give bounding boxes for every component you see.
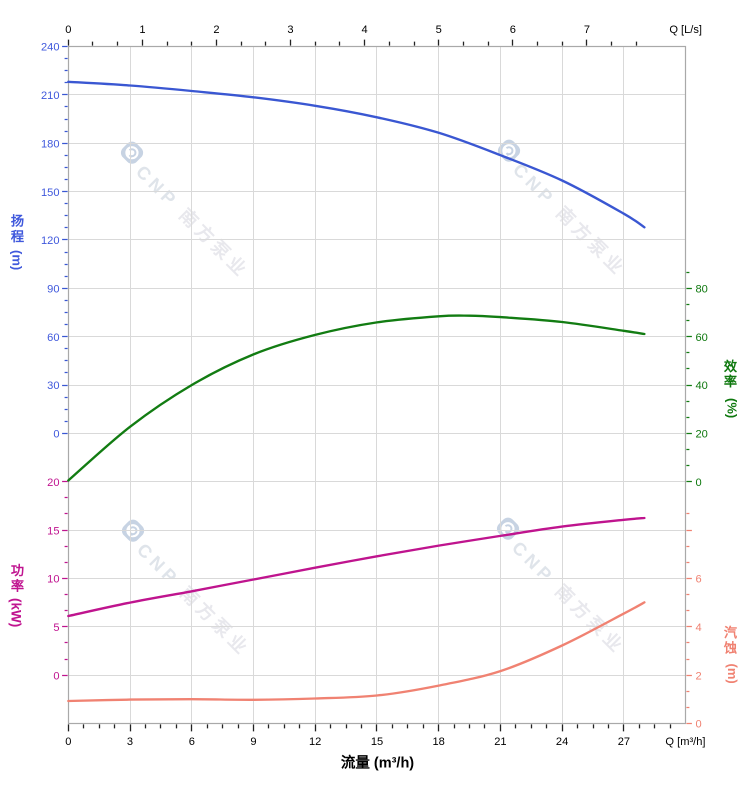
svg-text:扬: 扬 [11,212,24,228]
svg-text:蚀: 蚀 [723,639,737,655]
svg-text:效: 效 [724,358,738,374]
svg-text:Q [L/s]: Q [L/s] [669,24,702,36]
svg-text:率: 率 [724,373,737,389]
svg-text:汽: 汽 [724,624,738,640]
svg-text:3: 3 [287,24,293,36]
svg-text:Q [m³/h]: Q [m³/h] [665,736,705,748]
svg-text:210: 210 [41,90,60,102]
svg-text:程: 程 [11,229,24,244]
svg-text:0: 0 [53,670,59,682]
svg-text:24: 24 [556,736,568,748]
svg-text:15: 15 [371,736,383,748]
svg-text:9: 9 [250,736,256,748]
svg-text:0: 0 [65,736,71,748]
svg-text:180: 180 [41,138,60,150]
svg-text:(m): (m) [10,250,25,270]
svg-text:90: 90 [47,284,59,296]
svg-text:4: 4 [362,24,368,36]
svg-text:20: 20 [696,429,708,441]
svg-text:0: 0 [65,24,71,36]
svg-text:(m): (m) [725,664,740,684]
svg-text:18: 18 [433,736,445,748]
svg-text:1: 1 [139,24,145,36]
svg-text:(%): (%) [725,398,740,418]
svg-text:21: 21 [494,736,506,748]
svg-text:4: 4 [696,622,702,634]
svg-text:60: 60 [696,332,708,344]
svg-text:150: 150 [41,187,60,199]
svg-text:12: 12 [309,736,321,748]
svg-text:流量 (m³/h): 流量 (m³/h) [341,754,414,772]
svg-text:120: 120 [41,235,60,247]
svg-text:240: 240 [41,42,60,54]
svg-text:7: 7 [584,24,590,36]
svg-text:6: 6 [696,574,702,586]
svg-text:60: 60 [47,332,59,344]
svg-text:6: 6 [189,736,195,748]
svg-text:2: 2 [213,24,219,36]
svg-text:15: 15 [47,525,59,537]
svg-text:27: 27 [618,736,630,748]
svg-text:40: 40 [696,380,708,392]
svg-text:80: 80 [696,284,708,296]
svg-text:5: 5 [53,622,59,634]
svg-text:5: 5 [436,24,442,36]
svg-text:功: 功 [11,563,24,578]
svg-text:2: 2 [696,670,702,682]
svg-text:3: 3 [127,736,133,748]
svg-text:6: 6 [510,24,516,36]
svg-text:30: 30 [47,380,59,392]
svg-text:20: 20 [47,477,59,489]
svg-text:0: 0 [696,719,702,731]
svg-text:0: 0 [696,477,702,489]
svg-text:0: 0 [53,429,59,441]
svg-text:率: 率 [11,577,24,593]
svg-text:10: 10 [47,574,59,586]
svg-text:(kW): (kW) [9,598,24,627]
